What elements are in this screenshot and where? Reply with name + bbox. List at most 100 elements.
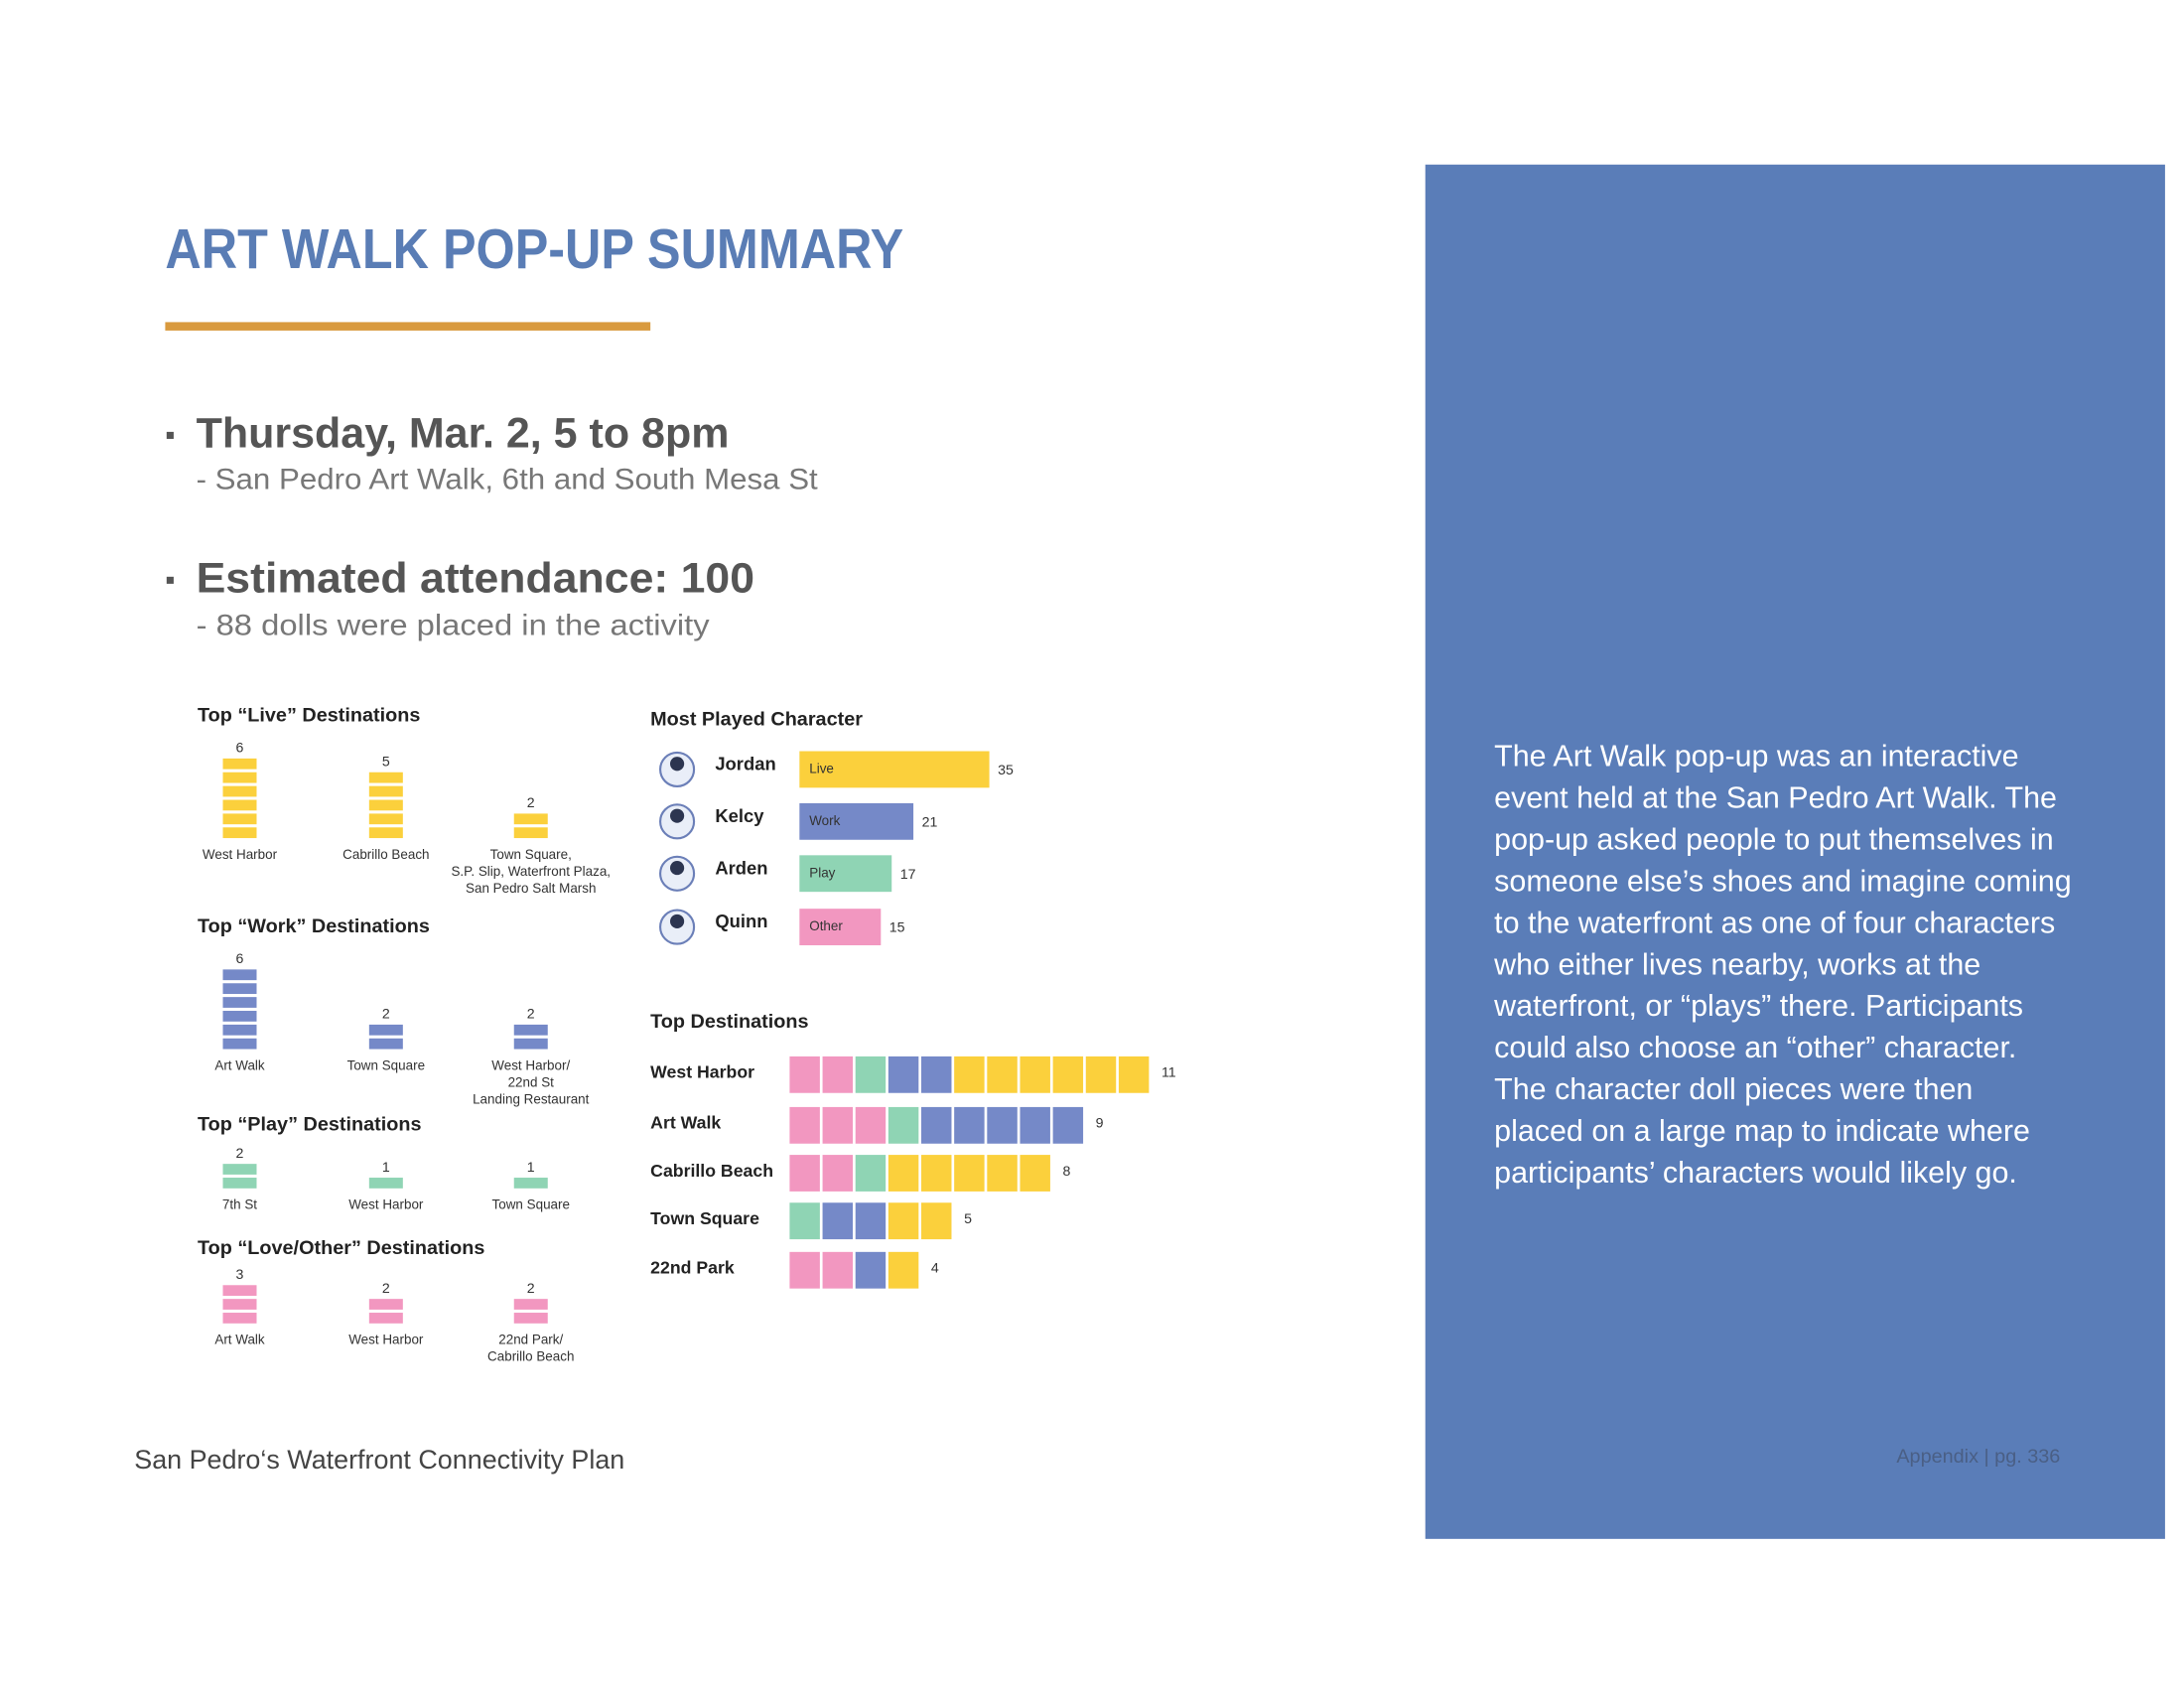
value-label: 6 [236, 951, 244, 967]
block [368, 785, 403, 797]
block [222, 1313, 257, 1324]
square [987, 1155, 1018, 1192]
bar [799, 855, 892, 893]
sidebar-text: to the waterfront as one of four charact… [1494, 906, 2055, 939]
total-label: 11 [1161, 1065, 1176, 1081]
category-label: San Pedro Salt Marsh [466, 881, 596, 896]
category-label: West Harbor [203, 847, 278, 862]
square [855, 1055, 887, 1093]
block [222, 969, 257, 981]
sidebar-text: who either lives nearby, works at the [1493, 947, 1980, 981]
bullet-detail: - 88 dolls were placed in the activity [197, 610, 710, 642]
block [222, 758, 257, 770]
square-segment [789, 1155, 854, 1192]
total-label: 4 [931, 1261, 939, 1277]
bullet-heading: Estimated attendance: 100 [197, 555, 754, 602]
character-icon-head [670, 757, 685, 772]
block [368, 1299, 403, 1310]
total-label: 8 [1063, 1164, 1071, 1180]
category-label: S.P. Slip, Waterfront Plaza, [451, 864, 611, 879]
value-label: 21 [922, 814, 938, 830]
chart-title: Top “Live” Destinations [198, 704, 420, 726]
square-segment [921, 1106, 1084, 1144]
square-segment [789, 1202, 820, 1240]
square [822, 1155, 854, 1192]
block-stack [222, 969, 257, 1050]
square [789, 1155, 820, 1192]
block-stack [513, 1299, 548, 1324]
bullet-heading: Thursday, Mar. 2, 5 to 8pm [197, 410, 730, 457]
sidebar-text: pop-up asked people to put themselves in [1494, 822, 2053, 856]
sidebar-text: The character doll pieces were then [1494, 1072, 1973, 1106]
block-stack [368, 1299, 403, 1324]
category-label: Town Square [650, 1208, 759, 1228]
block [368, 1024, 403, 1036]
category-label: Cabrillo Beach [342, 847, 429, 862]
square [855, 1106, 887, 1144]
category-label: West Harbor [348, 1333, 424, 1347]
block [222, 799, 257, 811]
value-label: 1 [382, 1160, 390, 1176]
square-segment [855, 1155, 887, 1192]
block [368, 1038, 403, 1050]
sidebar-text: waterfront, or “plays” there. Participan… [1493, 989, 2023, 1023]
character-icon-head [670, 808, 685, 823]
square-segment [954, 1055, 1150, 1093]
block [368, 1313, 403, 1324]
sidebar-text: event held at the San Pedro Art Walk. Th… [1494, 781, 2057, 815]
block-stack [222, 1285, 257, 1324]
chart-title: Top “Work” Destinations [198, 915, 430, 937]
block [222, 1038, 257, 1050]
square-segment [887, 1251, 919, 1289]
footer-left: San Pedro‘s Waterfront Connectivity Plan [134, 1445, 624, 1475]
chart-title: Most Played Character [650, 709, 863, 731]
category-label: West Harbor/ [491, 1057, 570, 1072]
bar-label: Play [809, 865, 835, 880]
square [921, 1055, 952, 1093]
square [887, 1251, 919, 1289]
bar-label: Other [809, 918, 843, 933]
square-segment [789, 1106, 887, 1144]
sidebar-text: placed on a large map to indicate where [1494, 1114, 2030, 1148]
bullet-marker [166, 431, 174, 439]
square [887, 1202, 919, 1240]
category-label: Town Square [347, 1057, 425, 1072]
value-label: 5 [382, 755, 390, 771]
square [822, 1202, 854, 1240]
square-segment [855, 1251, 887, 1289]
value-label: 2 [236, 1146, 244, 1162]
block-stack [513, 1024, 548, 1050]
square-segment [789, 1055, 854, 1093]
category-label: 22nd Park [650, 1258, 735, 1278]
square-segment [887, 1202, 952, 1240]
block [222, 997, 257, 1008]
category-label: Cabrillo Beach [650, 1161, 773, 1181]
square [789, 1055, 820, 1093]
chart-title: Top “Love/Other” Destinations [198, 1237, 484, 1259]
block-stack [368, 772, 403, 839]
category-label: Landing Restaurant [473, 1091, 590, 1106]
square [1052, 1106, 1084, 1144]
category-label: 22nd Park/ [498, 1333, 563, 1347]
block [513, 827, 548, 839]
block [222, 813, 257, 825]
square-segment [855, 1055, 887, 1093]
square [887, 1055, 919, 1093]
sidebar-text: someone else’s shoes and imagine coming [1494, 864, 2071, 898]
category-label: Cabrillo Beach [487, 1349, 574, 1364]
category-label: Town Square, [490, 847, 572, 862]
square [789, 1202, 820, 1240]
block-stack [222, 1164, 257, 1189]
category-label: Art Walk [214, 1057, 265, 1072]
sidebar-text: The Art Walk pop-up was an interactive [1494, 740, 2018, 774]
character-name: Quinn [715, 911, 767, 931]
square [1118, 1055, 1150, 1093]
value-label: 2 [527, 1007, 535, 1023]
square [954, 1155, 985, 1192]
block [222, 1011, 257, 1022]
value-label: 35 [998, 763, 1014, 778]
block-stack [222, 758, 257, 839]
square-segment [822, 1202, 887, 1240]
category-label: West Harbor [650, 1062, 754, 1082]
